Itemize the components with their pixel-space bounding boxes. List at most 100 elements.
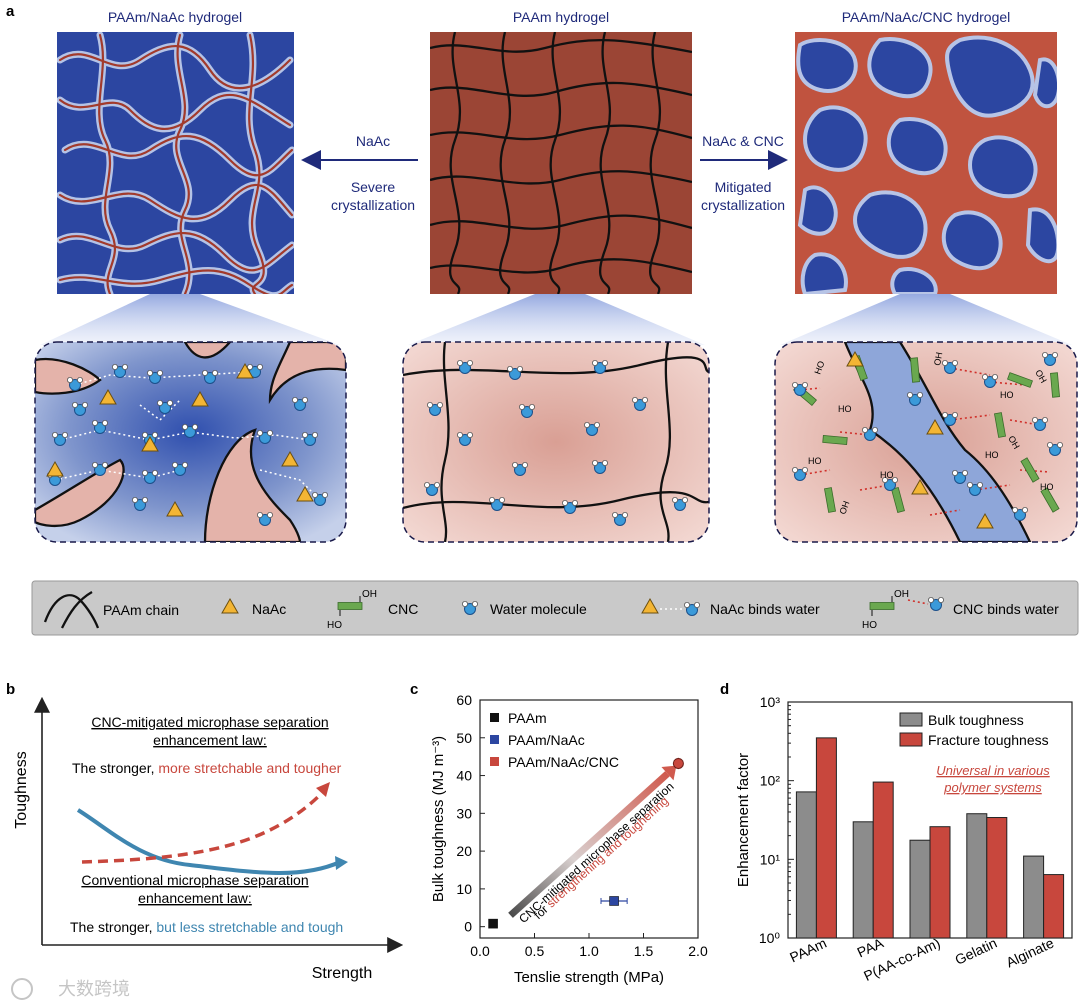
cnc-curve [81, 788, 327, 864]
x-axis-label: Strength [312, 965, 372, 982]
bar [966, 813, 988, 939]
data-point [488, 918, 498, 929]
y-tick-label: 60 [456, 692, 472, 708]
bar [872, 781, 894, 939]
law1-title-line1: CNC-mitigated microphase separation [91, 714, 328, 730]
legend-swatch [490, 757, 499, 766]
x-tick-label: 1.5 [634, 943, 654, 959]
oh-label: OH [894, 589, 909, 600]
cnc-icon [869, 602, 895, 610]
y-tick-label: 10⁰ [759, 930, 781, 946]
title-paam: PAAm hydrogel [513, 9, 609, 25]
y-axis-label: Bulk toughness (MJ m⁻³) [430, 736, 447, 902]
arrow-right-bottom-label-2: crystallization [701, 197, 785, 213]
zoom-cone-left [40, 294, 340, 345]
law1-title-line2: enhancement law: [153, 732, 267, 748]
y-tick-label: 10² [760, 773, 781, 789]
arrow-left-top-label: NaAc [356, 133, 390, 149]
title-paam-naac: PAAm/NaAc hydrogel [108, 9, 242, 25]
bar [795, 791, 817, 939]
watermark-logo-icon [11, 978, 33, 1000]
cnc-icon [337, 602, 363, 610]
legend-label: NaAc binds water [710, 601, 820, 617]
x-tick-label: 2.0 [688, 943, 708, 959]
texture-paam [430, 32, 692, 294]
legend-label: NaAc [252, 601, 286, 617]
y-tick-label: 0 [464, 919, 472, 935]
ho-label: HO [327, 620, 342, 631]
legend-entry: PAAm [508, 710, 547, 726]
bar [1043, 874, 1065, 939]
y-tick-label: 10³ [760, 694, 781, 710]
paam-chain-icon [60, 591, 93, 629]
law2-title-line1: Conventional microphase separation [81, 872, 308, 888]
y-tick-label: 10 [456, 881, 472, 897]
zoom-paam-naac-cnc: HO HO HO HO HO HO HO OH OH OH OH [774, 341, 1078, 543]
legend-bar: PAAm chain NaAc OH HO CNC Water molecule… [31, 580, 1079, 636]
zoom-paam [402, 341, 710, 543]
legend-entry: PAAm/NaAc [508, 732, 585, 748]
y-tick-label: 40 [456, 768, 472, 784]
panel-b-label: b [6, 681, 15, 698]
legend-entry: Fracture toughness [928, 732, 1049, 748]
chem-label: HO [1040, 482, 1054, 492]
legend-entry: Bulk toughness [928, 712, 1024, 728]
zoom-cone-right [780, 294, 1072, 345]
bar [909, 839, 931, 939]
texture-paam-naac [57, 32, 294, 294]
x-axis-label: Tenslie strength (MPa) [514, 969, 664, 986]
y-tick-label: 10¹ [760, 851, 781, 867]
trend-arrow-head [661, 765, 677, 781]
chem-label: HO [838, 404, 852, 414]
chem-label: HO [985, 450, 999, 460]
annotation-line-1: Universal in various [936, 763, 1050, 778]
x-tick-label: 0.5 [525, 943, 545, 959]
x-tick-label: Gelatin [952, 935, 999, 968]
data-point [672, 757, 684, 769]
panel-c-label: c [410, 681, 418, 698]
arrow-left-bottom-label-1: Severe [351, 179, 396, 195]
zoom-paam-naac [34, 341, 347, 543]
trend-arrow [508, 771, 670, 918]
panel-a-label: a [6, 3, 15, 20]
bar [929, 826, 951, 939]
y-tick-label: 30 [456, 805, 472, 821]
chem-label: HO [880, 470, 894, 480]
watermark: 大数跨境 [11, 978, 130, 1000]
bar [986, 817, 1008, 939]
x-tick-label: 0.0 [470, 943, 490, 959]
legend-label: CNC binds water [953, 601, 1059, 617]
x-tick-label: PAAm [787, 935, 829, 966]
x-tick-label: 1.0 [579, 943, 599, 959]
legend-label: CNC [388, 601, 418, 617]
legend-entry: PAAm/NaAc/CNC [508, 754, 619, 770]
conventional-curve [76, 808, 341, 875]
y-tick-label: 50 [456, 730, 472, 746]
zoom-cone-center [408, 294, 705, 345]
bar [1023, 855, 1045, 939]
title-paam-naac-cnc: PAAm/NaAc/CNC hydrogel [842, 9, 1011, 25]
ho-label: HO [862, 620, 877, 631]
texture-paam-naac-cnc [795, 32, 1057, 294]
chem-label: OH [932, 351, 944, 366]
oh-label: OH [362, 589, 377, 600]
data-point [609, 896, 619, 906]
y-axis-label: Enhancement factor [735, 753, 752, 887]
legend-label: Water molecule [490, 601, 587, 617]
legend-label: PAAm chain [103, 602, 179, 618]
x-tick-label: Alginate [1004, 935, 1057, 971]
chem-label: HO [808, 456, 822, 466]
arrow-right-top-label: NaAc & CNC [702, 133, 784, 149]
y-axis-label: Toughness [13, 751, 30, 828]
bar [852, 821, 874, 939]
chem-label: OH [837, 500, 851, 516]
chem-label: HO [1000, 390, 1014, 400]
panel-d-label: d [720, 681, 729, 698]
watermark-text: 大数跨境 [58, 979, 130, 999]
law2-title-line2: enhancement law: [138, 890, 252, 906]
arrow-left-bottom-label-2: crystallization [331, 197, 415, 213]
annotation-line-2: polymer systems [943, 780, 1042, 795]
arrow-right-bottom-label-1: Mitigated [715, 179, 772, 195]
